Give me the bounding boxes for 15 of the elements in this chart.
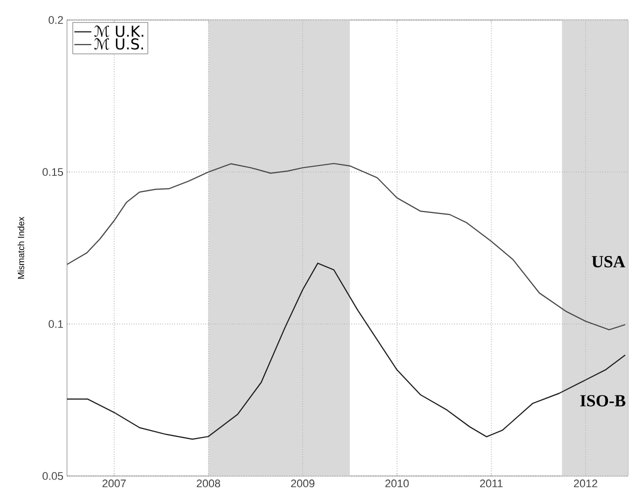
x-tick-label: 2010 <box>385 480 409 488</box>
x-tick-label: 2011 <box>480 480 503 488</box>
y-axis-title: Mismatch Index <box>18 216 24 279</box>
x-tick-label: 2009 <box>291 480 314 488</box>
x-tick-label: 2008 <box>196 480 220 488</box>
legend-label: ℳ U.K. <box>94 25 144 38</box>
y-tick-label: 0.2 <box>48 16 63 24</box>
annotation: ISO-B <box>580 395 626 406</box>
x-tick-label: 2007 <box>102 480 126 488</box>
annotation: USA <box>592 256 626 268</box>
x-tick-label: 2012 <box>574 480 598 488</box>
y-tick-label: 0.15 <box>42 168 64 176</box>
y-tick-label: 0.1 <box>48 320 63 328</box>
legend-label: ℳ U.S. <box>94 38 143 50</box>
y-tick-label: 0.05 <box>42 472 64 480</box>
